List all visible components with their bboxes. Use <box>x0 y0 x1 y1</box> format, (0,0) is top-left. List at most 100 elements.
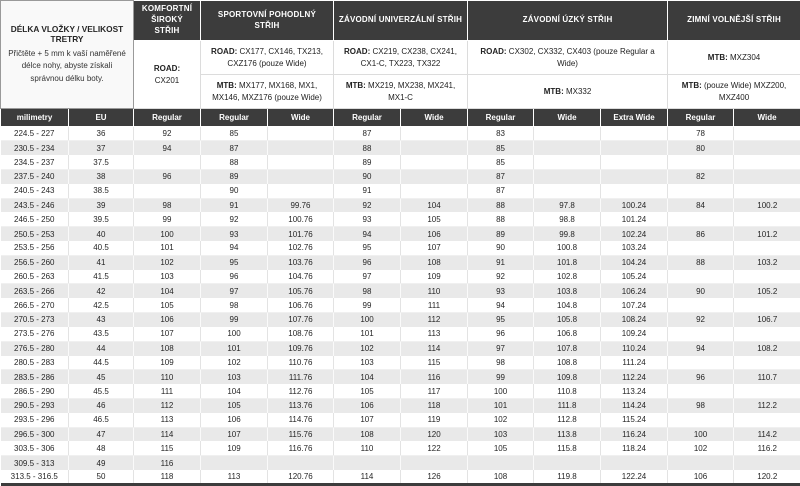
size-value-cell: 107.8 <box>533 341 602 356</box>
size-value-cell: 106 <box>200 412 268 428</box>
table-row: 263.5 - 266 42 104 97 105.76 98 110 93 103.8 106.… <box>0 283 800 299</box>
size-value-cell: 118.24 <box>600 441 669 457</box>
size-value-cell: 99.8 <box>533 226 602 241</box>
size-value-cell: 102.76 <box>267 241 334 256</box>
size-value-cell <box>667 183 735 199</box>
size-value-cell: 80 <box>667 140 735 156</box>
size-value-cell: 106 <box>133 312 201 327</box>
table-row: 234.5 - 237 37.5 88 89 85 <box>0 155 800 170</box>
size-value-cell: 105 <box>467 441 535 457</box>
size-value-cell <box>667 241 735 256</box>
size-value-cell: 103 <box>333 355 401 371</box>
column-header-zavodni-uzky-regular: Regular <box>467 108 535 127</box>
size-value-cell: 110.24 <box>600 341 669 356</box>
size-value-cell: 105 <box>333 384 401 399</box>
size-value-cell: 88 <box>467 198 535 213</box>
size-value-cell <box>733 169 800 184</box>
size-eu-cell: 38.5 <box>68 183 134 199</box>
info-title: DÉLKA VLOŽKY / VELIKOST TRETRY <box>10 23 124 44</box>
size-value-cell: 119 <box>400 412 469 428</box>
size-value-cell: 112 <box>400 312 469 327</box>
size-value-cell: 116 <box>133 455 201 470</box>
size-value-cell <box>533 155 602 170</box>
size-value-cell: 98 <box>667 398 735 413</box>
models-sportovni-mtb: MTB: MX177, MX168, MX1, MX146, MXZ176 (p… <box>200 74 334 109</box>
size-eu-cell: 50 <box>68 470 134 485</box>
size-value-cell: 107 <box>333 412 401 428</box>
size-value-cell: 98 <box>333 283 401 299</box>
table-row: 290.5 - 293 46 112 105 113.76 106 118 101 111.8 1… <box>0 398 800 413</box>
table-row: 296.5 - 300 47 114 107 115.76 108 120 103 113.8 1… <box>0 427 800 442</box>
size-value-cell: 85 <box>467 140 535 156</box>
size-value-cell: 107 <box>133 326 201 342</box>
table-row: 256.5 - 260 41 102 95 103.76 96 108 91 101.8 104.… <box>0 255 800 270</box>
table-row: 286.5 - 290 45.5 111 104 112.76 105 117 100 110.… <box>0 384 800 399</box>
size-value-cell <box>267 169 334 184</box>
size-value-cell: 100 <box>200 326 268 342</box>
size-value-cell: 100.76 <box>267 212 334 228</box>
size-value-cell: 92 <box>667 312 735 327</box>
size-value-cell: 99 <box>333 298 401 314</box>
size-value-cell: 99 <box>467 369 535 385</box>
size-eu-cell: 36 <box>68 126 134 142</box>
size-value-cell: 101 <box>200 341 268 356</box>
size-value-cell: 96 <box>200 269 268 285</box>
size-value-cell: 102 <box>133 255 201 270</box>
size-value-cell <box>667 298 735 314</box>
group-komfortni-siroky: KOMFORTNÍ ŠIROKÝ STŘIH <box>133 0 201 41</box>
size-value-cell: 92 <box>133 126 201 142</box>
size-value-cell <box>733 384 800 399</box>
insole-length-info: DÉLKA VLOŽKY / VELIKOST TRETRY Přičtěte … <box>0 0 134 109</box>
size-mm-cell: 250.5 - 253 <box>0 226 69 241</box>
size-value-cell: 101.8 <box>533 255 602 270</box>
size-value-cell <box>533 183 602 199</box>
size-value-cell <box>533 455 602 470</box>
size-value-cell: 94 <box>200 241 268 256</box>
size-value-cell <box>400 183 469 199</box>
size-value-cell: 114 <box>133 427 201 442</box>
column-header-zavodni-univ-regular: Regular <box>333 108 401 127</box>
size-value-cell: 90 <box>467 241 535 256</box>
column-header-zavodni-uzky-extra-wide: Extra Wide <box>600 108 669 127</box>
size-value-cell: 88 <box>467 212 535 228</box>
size-value-cell: 83 <box>467 126 535 142</box>
size-value-cell: 111.76 <box>267 369 334 385</box>
size-mm-cell: 260.5 - 263 <box>0 269 69 285</box>
size-mm-cell: 280.5 - 283 <box>0 355 69 371</box>
models-komfortni-road: ROAD: CX201 <box>133 40 201 109</box>
size-value-cell <box>667 412 735 428</box>
size-value-cell: 98.8 <box>533 212 602 228</box>
size-mm-cell: 290.5 - 293 <box>0 398 69 413</box>
size-value-cell <box>733 140 800 156</box>
size-eu-cell: 37 <box>68 140 134 156</box>
column-header-sportovni-wide: Wide <box>267 108 334 127</box>
size-value-cell: 111.24 <box>600 355 669 371</box>
size-value-cell: 100.8 <box>533 241 602 256</box>
size-value-cell: 89 <box>467 226 535 241</box>
column-header-komfortni-regular: Regular <box>133 108 201 127</box>
size-value-cell: 100 <box>467 384 535 399</box>
size-value-cell <box>600 140 669 156</box>
group-sportovni-pohodlny: SPORTOVNÍ POHODLNÝ STŘIH <box>200 0 334 41</box>
size-eu-cell: 46 <box>68 398 134 413</box>
size-value-cell: 91 <box>467 255 535 270</box>
size-value-cell <box>400 155 469 170</box>
size-value-cell <box>533 126 602 142</box>
table-row: 224.5 - 227 36 92 85 87 83 78 <box>0 126 800 142</box>
size-value-cell: 106.76 <box>267 298 334 314</box>
size-value-cell: 95 <box>333 241 401 256</box>
size-value-cell: 103 <box>133 269 201 285</box>
size-value-cell: 87 <box>467 183 535 199</box>
size-value-cell: 93 <box>333 212 401 228</box>
size-value-cell: 116.76 <box>267 441 334 457</box>
size-value-cell: 105.2 <box>733 283 800 299</box>
size-value-cell: 101.24 <box>600 212 669 228</box>
size-mm-cell: 309.5 - 313 <box>0 455 69 470</box>
size-eu-cell: 45 <box>68 369 134 385</box>
size-mm-cell: 276.5 - 280 <box>0 341 69 356</box>
size-value-cell <box>733 326 800 342</box>
table-row: 253.5 - 256 40.5 101 94 102.76 95 107 90 100.8 10… <box>0 241 800 256</box>
size-value-cell: 111.8 <box>533 398 602 413</box>
table-row: 293.5 - 296 46.5 113 106 114.76 107 119 102 112.… <box>0 412 800 428</box>
models-zimni-mtb-bottom: MTB: (pouze Wide) MXZ200, MXZ400 <box>667 74 800 109</box>
